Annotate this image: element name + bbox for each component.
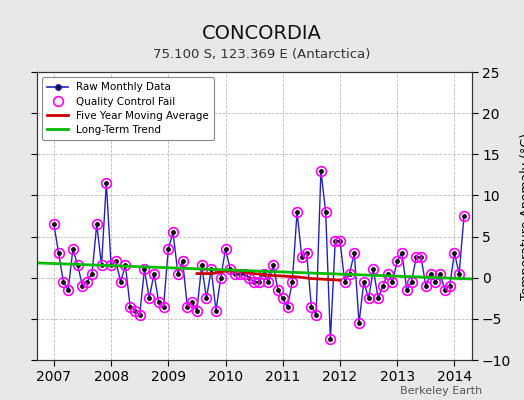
Text: CONCORDIA: CONCORDIA [202,24,322,43]
Legend: Raw Monthly Data, Quality Control Fail, Five Year Moving Average, Long-Term Tren: Raw Monthly Data, Quality Control Fail, … [42,77,214,140]
Text: Berkeley Earth: Berkeley Earth [400,386,482,396]
Text: 75.100 S, 123.369 E (Antarctica): 75.100 S, 123.369 E (Antarctica) [154,48,370,61]
Y-axis label: Temperature Anomaly (°C): Temperature Anomaly (°C) [520,132,524,300]
